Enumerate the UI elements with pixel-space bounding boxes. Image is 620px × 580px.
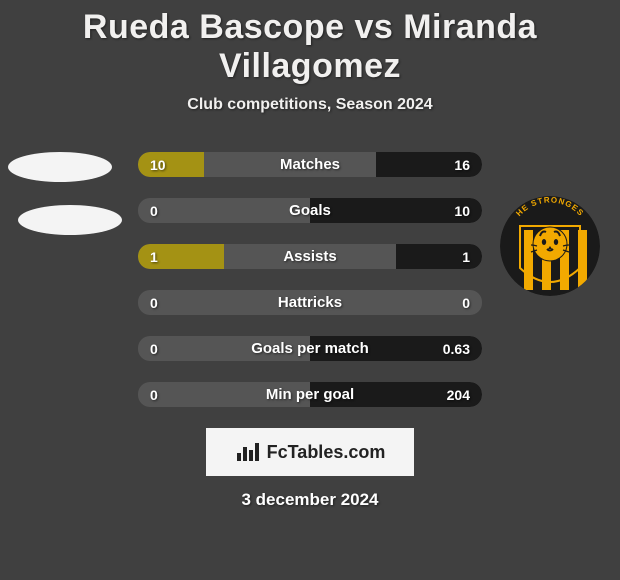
date-text: 3 december 2024 bbox=[0, 490, 620, 510]
bars-icon bbox=[235, 441, 261, 463]
stat-bars: 1016Matches 010Goals 11Assists 00Hattricks 0… bbox=[138, 152, 482, 407]
stat-bar: 010Goals bbox=[138, 198, 482, 223]
stat-bar: 1016Matches bbox=[138, 152, 482, 177]
player-oval-2 bbox=[18, 205, 122, 235]
bar-label: Goals per match bbox=[138, 336, 482, 361]
logo-text: FcTables.com bbox=[267, 442, 386, 463]
bar-label: Matches bbox=[138, 152, 482, 177]
bar-label: Goals bbox=[138, 198, 482, 223]
content-area: HE STRONGES 1016Matches 010Goals 11Assists… bbox=[0, 138, 620, 580]
player-oval-1 bbox=[8, 152, 112, 182]
stat-bar: 00.63Goals per match bbox=[138, 336, 482, 361]
crest-svg: HE STRONGES bbox=[500, 196, 600, 296]
club-crest: HE STRONGES bbox=[500, 196, 600, 296]
page-title: Rueda Bascope vs Miranda Villagomez bbox=[0, 8, 620, 86]
bar-label: Assists bbox=[138, 244, 482, 269]
stat-bar: 11Assists bbox=[138, 244, 482, 269]
stat-bar: 0204Min per goal bbox=[138, 382, 482, 407]
subtitle: Club competitions, Season 2024 bbox=[187, 96, 432, 114]
bar-label: Hattricks bbox=[138, 290, 482, 315]
comparison-card: Rueda Bascope vs Miranda Villagomez Club… bbox=[0, 0, 620, 580]
bar-label: Min per goal bbox=[138, 382, 482, 407]
stat-bar: 00Hattricks bbox=[138, 290, 482, 315]
fctables-logo: FcTables.com bbox=[206, 428, 414, 476]
